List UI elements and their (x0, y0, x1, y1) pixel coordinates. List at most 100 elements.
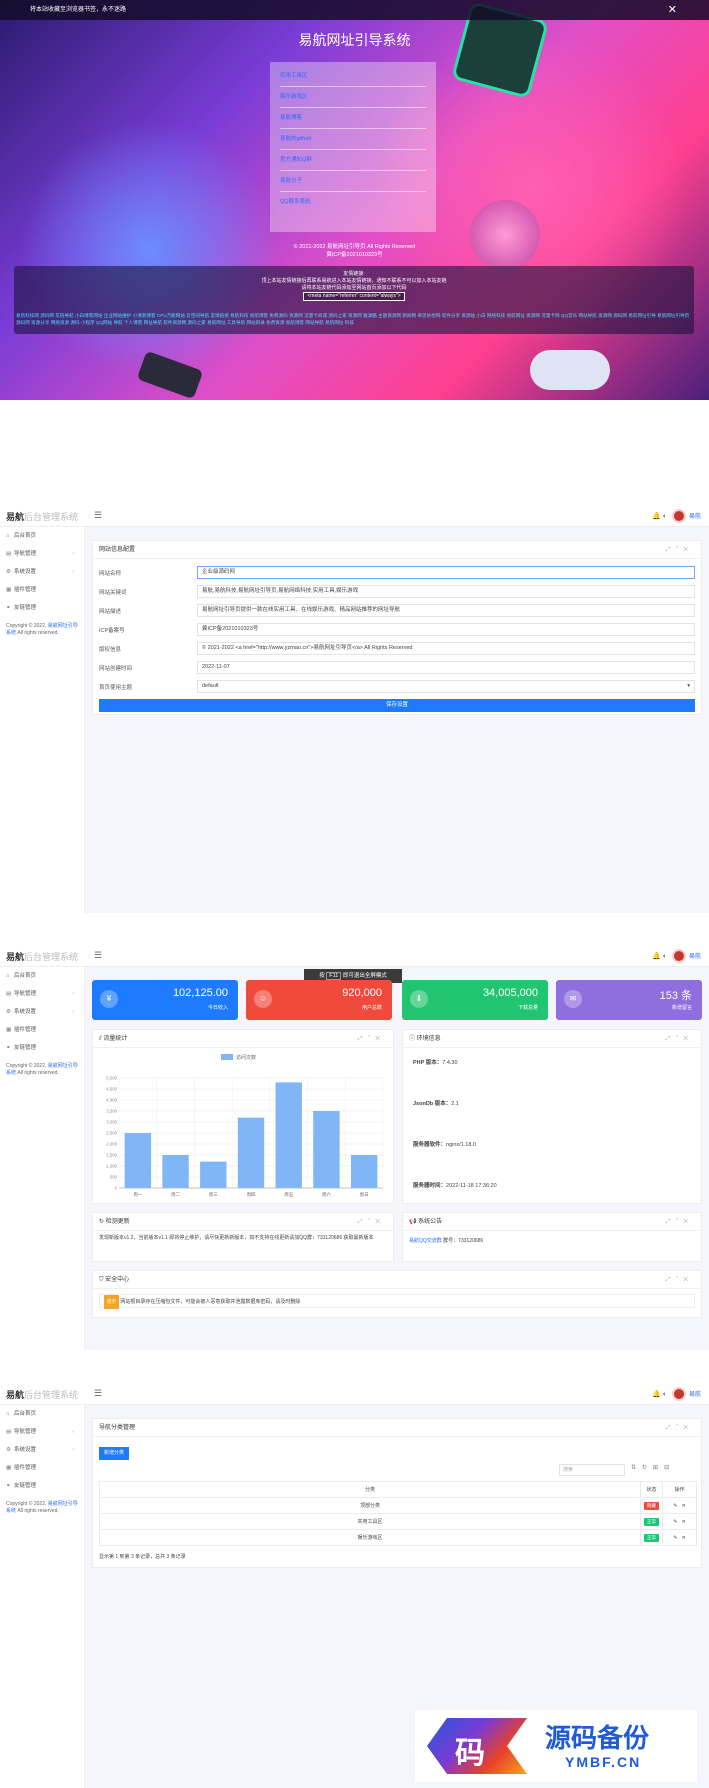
card-tools-icon[interactable]: ⤢⌃✕ (665, 547, 693, 553)
traffic-chart-card: ⫽ 流量统计 ⤢⌃✕ 访问次数 5,000 4,500 4,000 3,500 3,000 2… (92, 1029, 394, 1204)
sidebar-item-system[interactable]: ⚙ 系统设置 › (0, 563, 84, 581)
table-row[interactable]: 实用工具区 正常 ✎ ✕ (99, 1513, 697, 1530)
keywords-input[interactable]: 易航,易航科技,易航网址引导页,易航网络科技,实用工具,娱乐游戏 (197, 585, 695, 598)
user-name[interactable]: 易航 (688, 513, 701, 520)
user-name[interactable]: 易航 (688, 1391, 701, 1398)
sidebar-item-system[interactable]: ⚙ 系统设置 › (0, 1003, 84, 1021)
sidebar-item-nav[interactable]: ▤ 导航管理 › (0, 1423, 84, 1441)
sidebar-item-links[interactable]: ⚭ 友链管理 (0, 599, 84, 617)
delete-icon[interactable]: ✕ (681, 1502, 686, 1509)
sidebar-item-links[interactable]: ⚭ 友链管理 (0, 1477, 84, 1495)
watermark-glyph: 码 (455, 1736, 485, 1771)
chevron-icon: › (72, 1429, 74, 1435)
copyright-input[interactable]: © 2021-2022 <a href="http://www.yzmao.cn… (197, 642, 695, 655)
stat-card-users[interactable]: ☺ 920,000 用户总数 (246, 980, 392, 1020)
delete-icon[interactable]: ✕ (681, 1518, 686, 1525)
gear-icon: ⚙ (6, 1447, 11, 1453)
y-tick-label: 2,500 (106, 1131, 117, 1136)
friend-links[interactable]: 易航科技网 源码网 友链导航 小白博客网站 企业网站维护 小清新博客 CPU万能… (16, 313, 690, 325)
menu-toggle-icon[interactable]: ☰ (94, 1388, 103, 1398)
card-title: 📢 系统公告 ⤢⌃✕ (403, 1213, 701, 1231)
table-row[interactable]: 娱乐游戏区 正常 ✎ ✕ (99, 1529, 697, 1546)
site-config-card: 网站信息配置 ⤢⌃✕ 网站名称 企业级源码网 网站关键词 易航,易航科技,易航网址引导… (92, 540, 702, 715)
card-tools-icon[interactable]: ⤢⌃✕ (357, 1219, 385, 1225)
nav-link[interactable]: 易航分子 (280, 171, 426, 192)
save-button[interactable]: 保存设置 (99, 699, 695, 712)
bell-icon[interactable]: 🔔 (652, 512, 661, 520)
delete-icon[interactable]: ✕ (681, 1534, 686, 1541)
table-row[interactable]: 顶部分类 隐藏 ✎ ✕ (99, 1497, 697, 1514)
field-keywords: 网站关键词 易航,易航科技,易航网址引导页,易航网络科技,实用工具,娱乐游戏 (99, 585, 695, 599)
update-card: ↻ 检测更新 ⤢⌃✕ 发现新版本v1.2，当前版本v1.1 即将停止维护，请尽快更… (92, 1212, 394, 1262)
field-icp: ICP备案号 冀ICP备2021010323号 (99, 623, 695, 637)
card-tools-icon[interactable]: ⤢⌃✕ (665, 1277, 693, 1283)
bell-icon[interactable]: 🔔 (652, 952, 661, 960)
env-php: PHP 版本：7.4.30 (413, 1060, 458, 1066)
card-tools-icon[interactable]: ⤢⌃✕ (665, 1219, 693, 1225)
x-tick-label: 周五 (284, 1192, 293, 1198)
sidebar-item-nav[interactable]: ▤ 导航管理 › (0, 545, 84, 563)
stat-card-income[interactable]: ¥102,125.00 今日收入 (92, 980, 238, 1020)
search-input[interactable]: 搜索 (559, 1464, 625, 1476)
card-tools-icon[interactable]: ⤢⌃✕ (357, 1036, 385, 1042)
icp-text[interactable]: 冀ICP备2021010323号 (326, 252, 383, 258)
sidebar-item-nav[interactable]: ▤ 导航管理 › (0, 985, 84, 1003)
footer-link[interactable]: 易航网址引导系统 (6, 1063, 78, 1076)
close-icon[interactable]: ✕ (667, 4, 677, 16)
sidebar-item-plugins[interactable]: ▦ 插件管理 (0, 1021, 84, 1039)
theme-icon[interactable]: ◐ (662, 952, 668, 960)
nav-link[interactable]: QQ联系易航 (280, 199, 311, 205)
sidebar-item-home[interactable]: ⌂ 后台首页 (0, 1405, 84, 1423)
header-tools: 🔔 ◐ 易航 (652, 949, 701, 963)
description-input[interactable]: 易航网址引导页提供一款在线实用工具、在线娱乐游戏、精品网站推荐的网址导航 (197, 604, 695, 617)
nav-link[interactable]: 易航的github (280, 129, 426, 150)
sidebar-item-links[interactable]: ⚭ 友链管理 (0, 1039, 84, 1057)
nav-link[interactable]: 实用工具区 (280, 66, 426, 87)
avatar[interactable] (671, 949, 686, 963)
theme-select[interactable]: default ▾ (197, 680, 695, 693)
site-name-input[interactable]: 企业级源码网 (197, 566, 695, 579)
row-actions: ✎ ✕ (662, 1513, 697, 1530)
card-tools-icon[interactable]: ⤢⌃✕ (665, 1036, 693, 1042)
qq-group-link[interactable]: 易航QQ交流群 (409, 1238, 442, 1244)
gear-icon: ⚙ (6, 569, 11, 575)
theme-icon[interactable]: ◐ (662, 1390, 668, 1398)
table-toolbar-icons[interactable]: ⇅↻⊞⊟ (631, 1465, 676, 1471)
edit-icon[interactable]: ✎ (673, 1518, 678, 1525)
sidebar-item-home[interactable]: ⌂ 后台首页 (0, 527, 84, 545)
sidebar-item-system[interactable]: ⚙ 系统设置 › (0, 1441, 84, 1459)
avatar[interactable] (671, 1387, 686, 1401)
menu-toggle-icon[interactable]: ☰ (94, 510, 103, 520)
theme-icon[interactable]: ◐ (662, 512, 668, 520)
nav-link[interactable]: 官方通知Q群 (280, 150, 426, 171)
notice-line: 请将本站友链代码添加至网站首页添加以下代码 (301, 285, 407, 291)
hero-artwork (20, 120, 280, 380)
home-icon: ⌂ (6, 1411, 10, 1417)
nav-link-panel: 实用工具区 娱乐游戏区 易航博客 易航的github 官方通知Q群 易航分子 Q… (270, 62, 436, 232)
bell-icon[interactable]: 🔔 (652, 1390, 661, 1398)
add-category-button[interactable]: 新增分类 (99, 1447, 129, 1460)
nav-link[interactable]: 易航博客 (280, 108, 426, 129)
stat-card-messages[interactable]: ✉ 153 条新增留言 (556, 980, 702, 1020)
chevron-icon: › (72, 1447, 74, 1453)
icp-input[interactable]: 冀ICP备2021010323号 (197, 623, 695, 636)
avatar[interactable] (671, 509, 686, 523)
nav-link[interactable]: 娱乐游戏区 (280, 87, 426, 108)
edit-icon[interactable]: ✎ (673, 1502, 678, 1509)
sidebar-item-plugins[interactable]: ▦ 插件管理 (0, 1459, 84, 1477)
user-name[interactable]: 易航 (688, 953, 701, 960)
refresh-icon: ↻ (99, 1219, 106, 1225)
footer-link[interactable]: 易航网址引导系统 (6, 623, 78, 636)
sidebar-item-home[interactable]: ⌂ 后台首页 (0, 967, 84, 985)
sidebar-item-plugins[interactable]: ▦ 插件管理 (0, 581, 84, 599)
info-icon: ⓘ (409, 1036, 417, 1042)
footer-link[interactable]: 易航网址引导系统 (6, 1501, 78, 1514)
menu-toggle-icon[interactable]: ☰ (94, 950, 103, 960)
card-tools-icon[interactable]: ⤢⌃✕ (665, 1425, 693, 1431)
edit-icon[interactable]: ✎ (673, 1534, 678, 1541)
friend-link-notice: 友情链接: 顶上本站友情链接后再联系易航进入本站友情链接，通知不联系不可以加入本… (14, 266, 694, 334)
field-copyright: 版权信息 © 2021-2022 <a href="http://www.yzma… (99, 642, 695, 656)
home-icon: ⌂ (6, 973, 10, 979)
stat-card-downloads[interactable]: ⬇ 34,005,000 下载总量 (402, 980, 548, 1020)
created-date-input[interactable]: 2022-11-07 (197, 661, 695, 674)
